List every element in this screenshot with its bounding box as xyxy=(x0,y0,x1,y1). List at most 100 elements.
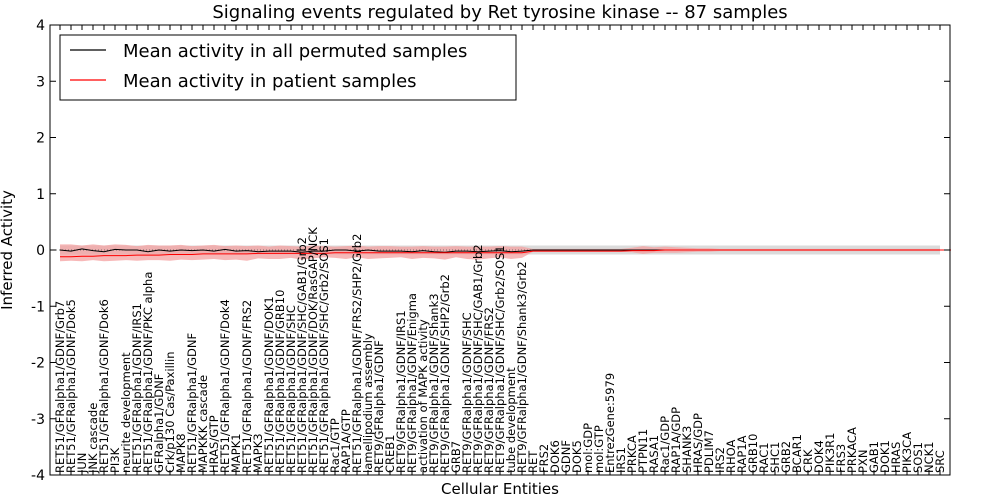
category-label: JNK cascade xyxy=(86,403,100,474)
category-label: RET9/GFRalpha1/GDNF/Shank3 xyxy=(427,293,441,473)
category-label: Crk/p130 Cas/Paxillin xyxy=(163,352,177,473)
chart-title: Signaling events regulated by Ret tyrosi… xyxy=(212,2,787,23)
y-tick-label: -4 xyxy=(31,468,45,484)
category-label: mol:GDP xyxy=(581,423,595,473)
category-label: neurite development xyxy=(119,352,133,473)
y-tick-label: -1 xyxy=(31,299,45,315)
category-label: GFRalpha1/GDNF xyxy=(152,374,166,473)
category-label: RASA1 xyxy=(647,435,661,473)
category-label: HRAS/GDP xyxy=(691,413,705,473)
y-tick-label: -2 xyxy=(31,356,45,372)
category-label: SHANK3 xyxy=(680,426,694,473)
category-label: RET51/GFRalpha1/GDNF/SHC xyxy=(284,305,298,473)
category-label: DOK1 xyxy=(878,440,892,473)
category-label: RET51/GFRalpha1/GDNF/DOK/RasGAP/NCK xyxy=(306,227,320,473)
category-label: GRB7 xyxy=(449,441,463,473)
y-axis-ticks: -4 -3 -2 -1 0 1 2 3 4 xyxy=(31,18,950,484)
category-label: NCK1 xyxy=(922,442,936,474)
legend-frame xyxy=(59,34,517,101)
y-tick-label: 3 xyxy=(36,74,45,90)
category-label: PXN xyxy=(856,450,870,473)
category-label: MAPK8 xyxy=(174,433,188,473)
category-labels: RET51/GFRalpha1/GDNF/Grb7RET51/GFRalpha1… xyxy=(53,227,947,474)
category-label: RAP1A xyxy=(735,435,749,473)
category-label: FRS3 xyxy=(834,444,848,473)
category-label: RET51/GFRalpha1/GDNF xyxy=(185,333,199,473)
category-label: RET51/GFRalpha1/GDNF/Dok5 xyxy=(64,299,78,473)
category-label: PIK3R1 xyxy=(823,433,837,474)
category-label: RET51/GFRalpha1/GDNF/Grb7 xyxy=(53,301,67,473)
category-label: MAPKKK cascade xyxy=(196,375,210,473)
category-label: RET xyxy=(526,450,540,473)
category-label: DOK5 xyxy=(570,440,584,473)
category-label: GRB2 xyxy=(779,441,793,473)
category-label: RHOA xyxy=(724,440,738,473)
category-label: PTPN11 xyxy=(636,429,650,473)
category-label: RET51/GFRalpha1/GDNF/FRS2 xyxy=(240,300,254,473)
category-label: RET51/GFRalpha1/GDNF/IRS1 xyxy=(130,303,144,473)
y-tick-label: 0 xyxy=(36,243,45,259)
legend-label-permuted: Mean activity in all permuted samples xyxy=(123,41,467,62)
category-label: RET9/GFRalpha1/GDNF/SHP2/Grb2 xyxy=(438,274,452,473)
category-label: EntrezGene:5979 xyxy=(603,373,617,473)
category-label: RET9/GFRalpha1/GDNF/SHC xyxy=(460,312,474,473)
category-label: PRKACA xyxy=(845,427,859,473)
y-tick-label: 1 xyxy=(36,187,45,203)
category-label: CREB1 xyxy=(383,435,397,474)
category-label: HRAS xyxy=(889,442,903,473)
category-label: IRS1 xyxy=(614,447,628,473)
category-label: tube development xyxy=(504,367,518,473)
category-label: RET51/GFRalpha1/GDNF/FRS2/SHP2/Grb2 xyxy=(350,234,364,473)
category-label: PI3K xyxy=(108,447,122,473)
category-label: RET51/GFRalpha1/GDNF/Dok4 xyxy=(218,299,232,473)
category-label: MAPK3 xyxy=(251,433,265,473)
category-label: RET51/GFRalpha1/GDNF/GRB10 xyxy=(273,290,287,473)
category-label: RET51/GFRalpha1/GDNF/PKC alpha xyxy=(141,272,155,473)
category-label: RET9/GFRalpha1/GDNF/SHC/GAB1/Grb2 xyxy=(471,244,485,473)
category-label: RET9/GFRalpha1/GDNF/IRS1 xyxy=(394,310,408,473)
category-label: RET51/GFRalpha1/GDNF/Dok6 xyxy=(97,299,111,473)
category-label: RET51/GFRalpha1/GDNF/DOK1 xyxy=(262,296,276,473)
category-label: mol:GTP xyxy=(592,425,606,473)
category-label: RET9/GFRalpha1/GDNF/FRS2 xyxy=(482,307,496,473)
y-tick-label: -3 xyxy=(31,412,45,428)
legend-label-patient: Mean activity in patient samples xyxy=(123,71,417,92)
category-label: RAP1A/GTP xyxy=(339,409,353,473)
category-label: PRKCA xyxy=(625,435,639,473)
category-label: BCAR1 xyxy=(790,434,804,473)
category-label: FRS2 xyxy=(537,444,551,473)
line-patient-mean xyxy=(60,249,951,258)
category-label: PDLIM7 xyxy=(702,430,716,473)
category-label: RET51/GFRalpha1/GDNF/SHC/Grb2/SOS1 xyxy=(317,238,331,473)
category-label: SHC1 xyxy=(768,442,782,473)
category-label: activation of MAPK activity xyxy=(416,319,430,473)
category-label: MAPK1 xyxy=(229,433,243,473)
category-label: RET9/GFRalpha1/GDNF/SHC/Grb2/SOS1 xyxy=(493,245,507,473)
category-label: lamellipodium assembly xyxy=(361,333,375,473)
category-label: Rac1/GDP xyxy=(658,416,672,473)
category-label: RAP1A/GDP xyxy=(669,407,683,473)
category-label: DOK6 xyxy=(548,440,562,473)
x-axis-label: Cellular Entities xyxy=(441,480,559,498)
category-label: CRK xyxy=(801,449,815,473)
category-label: GRB10 xyxy=(746,434,760,473)
series-lines xyxy=(50,248,951,258)
category-label: RET51/GFRalpha1/GDNF/SHC/GAB1/Grb2 xyxy=(295,237,309,473)
category-label: RET9/GFRalpha1/GDNF/Enigma xyxy=(405,293,419,473)
y-tick-label: 2 xyxy=(36,131,45,147)
category-label: SRC xyxy=(933,450,947,473)
category-label: RET9/GFRalpha1/GDNF/Shank3/Grb2 xyxy=(515,261,529,473)
y-axis-label: Inferred Activity xyxy=(0,190,16,310)
category-label: DOK4 xyxy=(812,440,826,473)
category-label: Rac1/GTP xyxy=(328,418,342,473)
category-label: GDNF xyxy=(559,440,573,473)
category-label: PIK3CA xyxy=(900,432,914,473)
category-label: SOS1 xyxy=(911,442,925,473)
category-label: GAB1 xyxy=(867,441,881,473)
category-label: IRS2 xyxy=(713,447,727,473)
category-label: JUN xyxy=(75,453,89,474)
legend: Mean activity in all permuted samples Me… xyxy=(59,34,517,101)
category-label: HRAS/GTP xyxy=(207,415,221,473)
category-label: RET9/GFRalpha1/GDNF xyxy=(372,340,386,473)
